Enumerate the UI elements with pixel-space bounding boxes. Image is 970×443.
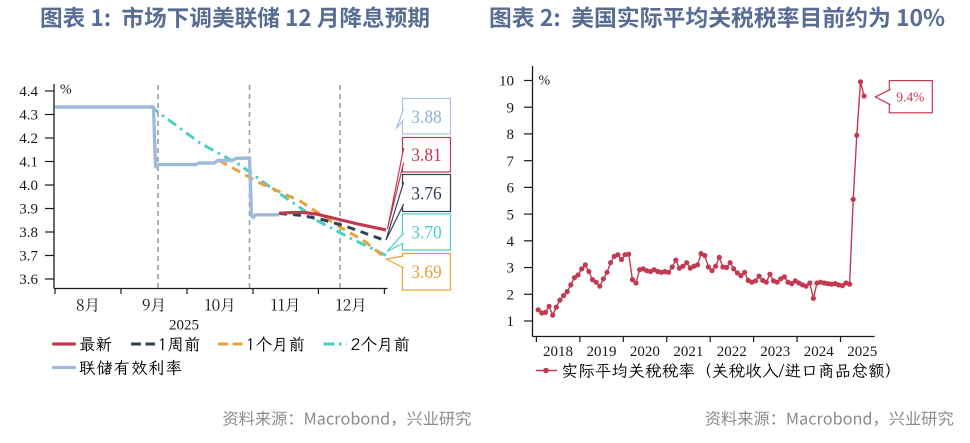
svg-text:9: 9 bbox=[507, 100, 515, 116]
svg-text:1: 1 bbox=[507, 314, 515, 330]
svg-text:2021: 2021 bbox=[673, 344, 703, 360]
svg-text:3.6: 3.6 bbox=[19, 272, 38, 288]
svg-text:3.70: 3.70 bbox=[411, 223, 442, 244]
svg-text:3.8: 3.8 bbox=[19, 225, 38, 241]
svg-text:2020: 2020 bbox=[630, 344, 660, 360]
svg-text:%: % bbox=[539, 74, 551, 89]
svg-text:4.3: 4.3 bbox=[19, 108, 38, 124]
svg-text:3.81: 3.81 bbox=[411, 145, 442, 166]
svg-text:%: % bbox=[60, 83, 72, 98]
svg-text:4.0: 4.0 bbox=[19, 178, 38, 194]
svg-text:2025: 2025 bbox=[847, 344, 877, 360]
svg-text:2022: 2022 bbox=[717, 344, 747, 360]
svg-text:8: 8 bbox=[507, 127, 515, 143]
svg-text:3.88: 3.88 bbox=[411, 107, 442, 128]
svg-text:6: 6 bbox=[507, 181, 515, 197]
svg-text:2024: 2024 bbox=[804, 344, 835, 360]
svg-text:2: 2 bbox=[507, 288, 515, 304]
svg-text:10: 10 bbox=[499, 74, 514, 90]
svg-text:3.9: 3.9 bbox=[19, 202, 38, 218]
svg-text:3.76: 3.76 bbox=[411, 184, 442, 205]
svg-text:4: 4 bbox=[507, 234, 515, 250]
svg-text:3.69: 3.69 bbox=[411, 262, 442, 283]
svg-text:3.7: 3.7 bbox=[19, 249, 38, 265]
svg-text:4.1: 4.1 bbox=[19, 155, 38, 171]
svg-text:5: 5 bbox=[507, 207, 515, 223]
svg-text:7: 7 bbox=[507, 154, 515, 170]
svg-text:3: 3 bbox=[507, 261, 515, 277]
svg-text:2018: 2018 bbox=[543, 344, 573, 360]
svg-text:2023: 2023 bbox=[760, 344, 790, 360]
svg-text:4.4: 4.4 bbox=[19, 84, 38, 100]
svg-text:2025: 2025 bbox=[169, 318, 199, 334]
svg-text:4.2: 4.2 bbox=[19, 131, 38, 147]
svg-text:2019: 2019 bbox=[587, 344, 617, 360]
svg-text:9.4%: 9.4% bbox=[896, 89, 924, 104]
